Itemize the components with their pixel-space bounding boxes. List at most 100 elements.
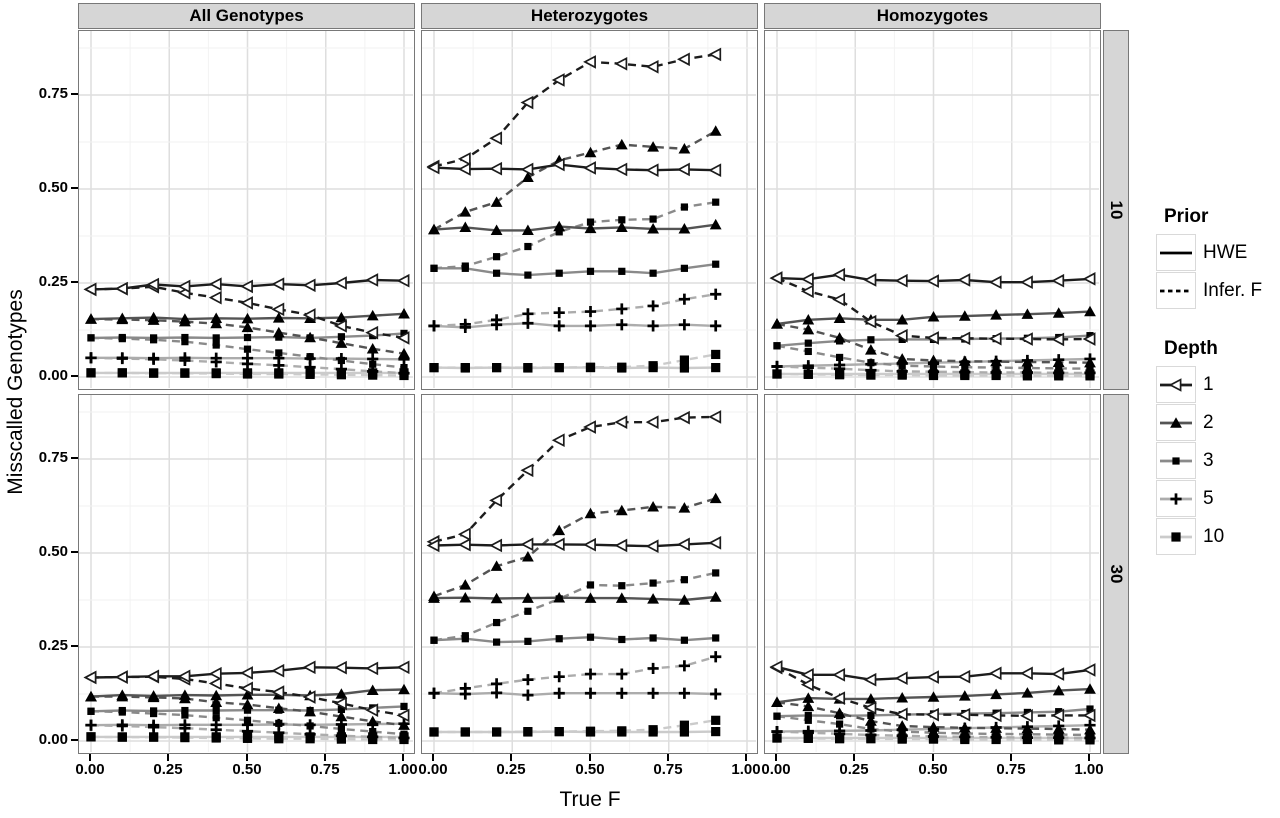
x-tick-mark (932, 754, 934, 761)
marker-square-large (679, 727, 689, 737)
marker-plus (678, 319, 690, 331)
marker-triangle-left (583, 537, 596, 552)
marker-plus (584, 687, 597, 699)
series-line-depth-3-infer-f (433, 571, 716, 642)
marker-square-small (212, 706, 220, 715)
marker-triangle-up (865, 344, 877, 355)
marker-triangle-left (708, 47, 722, 62)
marker-plus (584, 668, 597, 680)
x-axis-title: True F (559, 788, 621, 811)
marker-triangle-up (304, 705, 316, 717)
marker-triangle-up (802, 692, 815, 703)
marker-square-small (1055, 364, 1063, 372)
marker-square-small (649, 215, 657, 223)
marker-triangle-up (241, 321, 254, 333)
marker-triangle-left (800, 272, 814, 287)
marker-triangle-left (894, 328, 908, 343)
marker-triangle-left (957, 669, 971, 684)
marker-triangle-up (179, 689, 191, 700)
marker-triangle-left (208, 277, 222, 291)
marker-triangle-up (490, 592, 503, 604)
marker-triangle-up (1021, 687, 1034, 698)
marker-triangle-up (833, 707, 846, 718)
marker-triangle-left (1051, 708, 1065, 723)
marker-triangle-left (1082, 708, 1096, 723)
marker-triangle-left (957, 707, 971, 722)
legend-gap (1156, 310, 1278, 338)
marker-triangle-up (615, 504, 628, 516)
marker-triangle-left (240, 296, 253, 310)
marker-square-small (337, 356, 345, 365)
marker-triangle-up (1052, 684, 1065, 696)
marker-square-small (337, 725, 345, 733)
marker-triangle-up (179, 313, 191, 324)
marker-triangle-left (676, 537, 690, 552)
marker-plus (304, 728, 316, 740)
marker-triangle-left (520, 95, 534, 110)
marker-triangle-up (709, 492, 722, 504)
marker-plus (710, 320, 722, 332)
facet-strip-label: 10 (1107, 200, 1126, 220)
marker-square-small (649, 634, 657, 642)
series-line-depth-5-hwe (433, 321, 716, 329)
marker-triangle-up (366, 684, 379, 695)
marker-triangle-left (551, 537, 565, 552)
marker-square-small (929, 729, 938, 737)
marker-plus (148, 719, 160, 731)
facet-strip-col-homozygotes: Homozygotes (764, 3, 1101, 29)
marker-plus (678, 660, 690, 672)
x-tick-label: 1.00 (1074, 761, 1104, 778)
series-line-depth-1-infer-f (433, 415, 716, 543)
marker-square-large (617, 363, 627, 373)
marker-triangle-left (769, 271, 783, 285)
marker-triangle-left (551, 433, 565, 448)
marker-triangle-up (647, 223, 659, 234)
marker-plus (710, 651, 722, 663)
marker-triangle-up (85, 690, 97, 702)
legend-depth-1: 1 (1156, 366, 1278, 404)
marker-triangle-left (457, 527, 471, 542)
marker-triangle-up (1084, 305, 1096, 317)
legend: Prior HWE Infer. F Depth 1 2 3 5 10 (1156, 206, 1278, 556)
marker-square-large (149, 732, 159, 742)
marker-triangle-left (302, 278, 316, 293)
marker-plus (678, 687, 690, 699)
marker-triangle-left (302, 690, 316, 704)
marker-square-small (524, 637, 532, 645)
marker-square-large (617, 727, 627, 737)
series-line-depth-5-infer-f (776, 365, 1090, 375)
marker-square-large (117, 732, 127, 742)
series-line-depth-10-infer-f (91, 371, 405, 377)
marker-plus (459, 688, 471, 700)
marker-square-small (1086, 365, 1094, 373)
marker-triangle-left (676, 162, 690, 177)
marker-square-small (275, 719, 283, 727)
marker-square-large (180, 732, 190, 742)
marker-square-small (181, 338, 189, 346)
x-tick-mark (745, 754, 747, 761)
legend-prior-hwe: HWE (1156, 234, 1278, 272)
marker-square-large (679, 355, 689, 365)
marker-square-small (867, 359, 875, 367)
marker-triangle-up (398, 683, 410, 695)
marker-square-large (305, 368, 315, 378)
series-line-depth-1-hwe (433, 541, 716, 548)
series-line-depth-2-infer-f (433, 130, 717, 231)
marker-plus (179, 352, 191, 364)
marker-plus (802, 725, 814, 737)
marker-triangle-up (335, 337, 348, 348)
marker-triangle-up (1084, 683, 1096, 694)
marker-triangle-left (302, 308, 316, 322)
marker-triangle-left (240, 666, 253, 680)
marker-triangle-up (428, 592, 440, 603)
marker-square-small (804, 716, 812, 724)
y-tick-label: 0.00 (38, 367, 68, 384)
marker-triangle-up (210, 312, 223, 324)
marker-triangle-left (551, 157, 565, 172)
series-line-depth-10-infer-f (434, 353, 716, 369)
series-line-depth-1-hwe (433, 163, 716, 172)
marker-triangle-up (490, 196, 503, 207)
facet-panel-heterozygotes-30 (421, 394, 758, 754)
marker-triangle-up (958, 310, 971, 321)
marker-triangle-up (958, 722, 971, 733)
